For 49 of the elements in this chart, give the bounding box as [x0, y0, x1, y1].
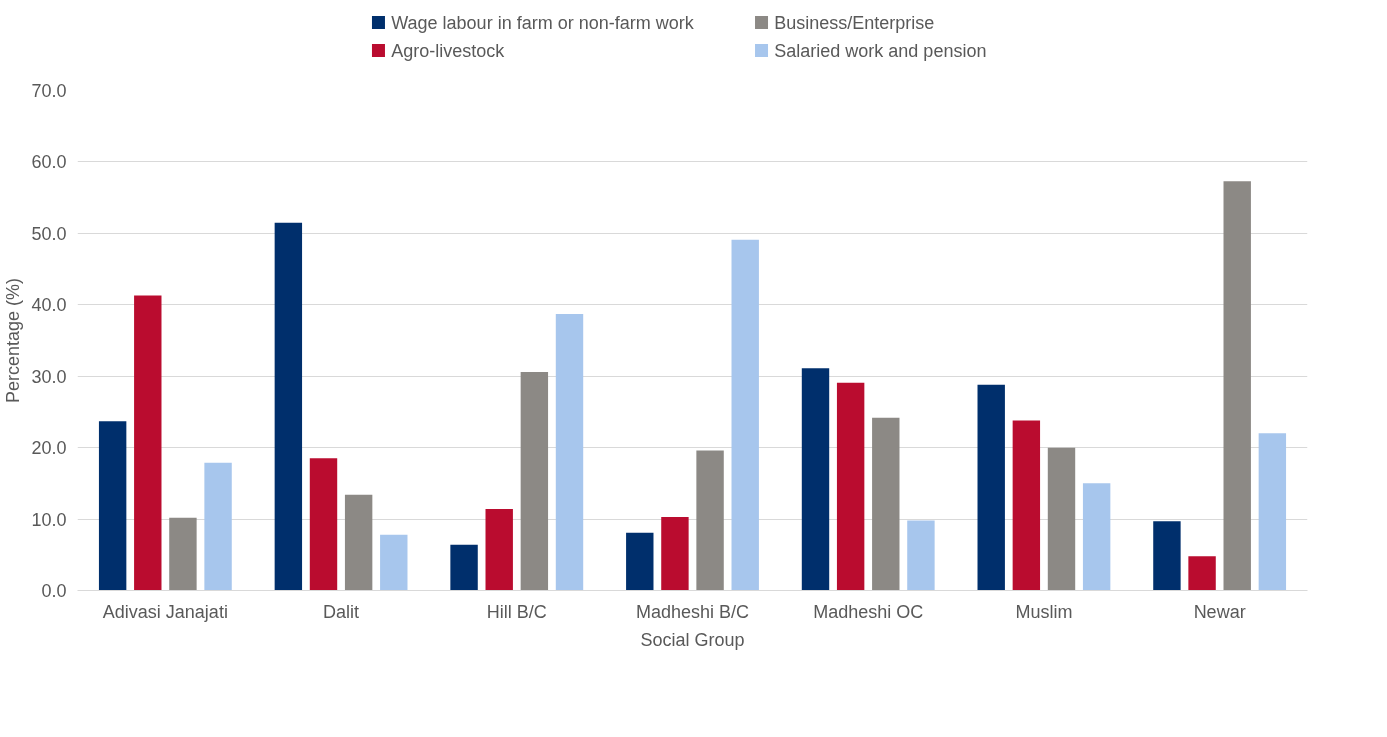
bar: [134, 295, 162, 591]
legend-label: Wage labour in farm or non-farm work: [391, 12, 695, 33]
legend-label: Agro-livestock: [391, 40, 506, 61]
x-axis-title: Social Group: [640, 629, 745, 650]
bar: [98, 421, 127, 591]
y-tick-label: 10.0: [31, 509, 67, 530]
y-tick-label: 30.0: [31, 366, 67, 387]
bar: [731, 239, 759, 591]
y-tick-label: 40.0: [31, 295, 67, 316]
bar: [872, 417, 900, 591]
bar: [626, 532, 654, 591]
bar: [169, 517, 197, 591]
y-tick-label: 50.0: [31, 223, 67, 244]
legend-label: Business/Enterprise: [774, 12, 935, 33]
bar: [520, 371, 549, 591]
bar: [1153, 521, 1181, 591]
bar: [1012, 420, 1041, 591]
bar: [977, 384, 1005, 591]
bar: [907, 520, 935, 591]
bar: [1082, 483, 1111, 591]
bar: [309, 458, 338, 591]
x-tick-label: Madheshi OC: [813, 601, 924, 622]
y-tick-label: 0.0: [41, 581, 67, 601]
y-axis-title: Percentage (%): [3, 277, 24, 404]
bar: [274, 222, 303, 591]
bar: [1047, 447, 1076, 591]
x-tick-label: Adivasi Janajati: [102, 601, 228, 622]
bar: [1223, 181, 1251, 591]
x-tick-label: Madheshi B/C: [635, 601, 750, 622]
bar: [1188, 556, 1216, 591]
bar: [204, 462, 232, 591]
bar: [836, 382, 865, 591]
bar: [344, 494, 373, 591]
bar: [485, 509, 513, 591]
bar: [380, 534, 408, 591]
x-tick-label: Muslim: [1015, 601, 1073, 622]
y-tick-label: 20.0: [31, 438, 67, 459]
legend-label: Salaried work and pension: [774, 40, 987, 61]
x-tick-label: Newar: [1193, 601, 1246, 622]
bar: [661, 516, 689, 591]
bar: [696, 450, 724, 591]
x-tick-label: Dalit: [323, 601, 360, 622]
bar: [801, 368, 830, 591]
bar: [1258, 433, 1287, 591]
x-tick-label: Hill B/C: [486, 601, 547, 622]
y-tick-label: 60.0: [31, 152, 67, 173]
bar: [555, 314, 584, 591]
y-tick-label: 70.0: [31, 81, 67, 101]
bar: [450, 544, 478, 591]
